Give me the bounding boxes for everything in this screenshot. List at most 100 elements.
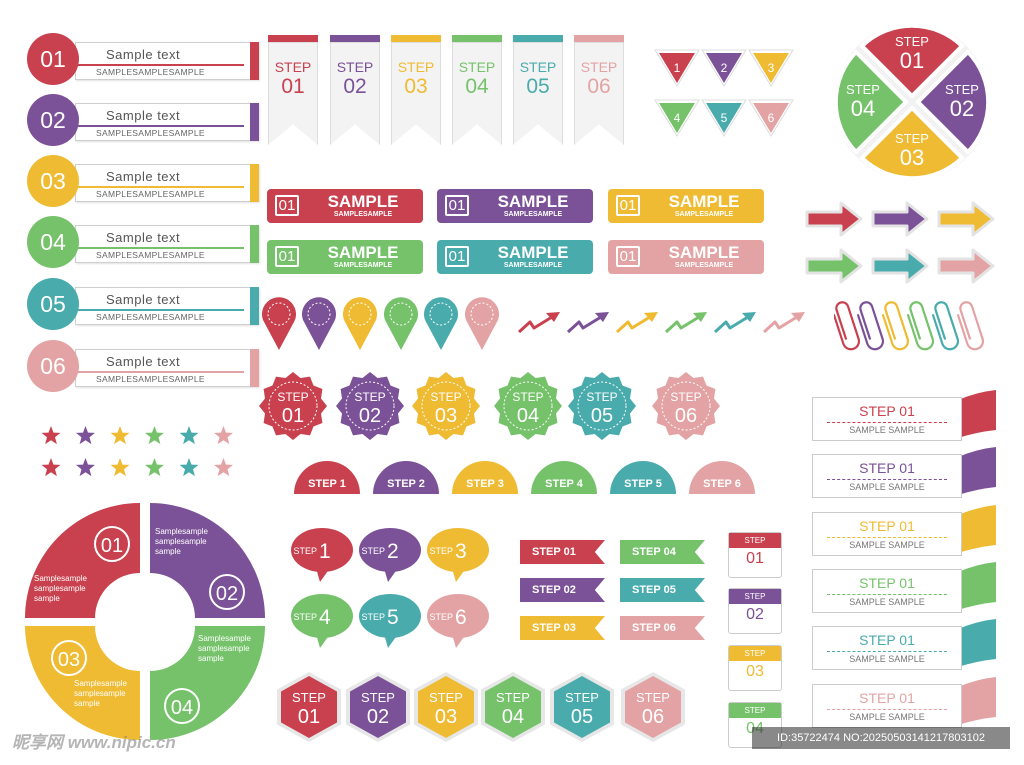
speech-bubble: STEP 5 bbox=[359, 594, 421, 648]
hex-number: 05 bbox=[570, 706, 594, 728]
ring-segment-04: 04 Samplesample samplesample sample bbox=[150, 626, 265, 740]
speech-bubble: STEP 3 bbox=[427, 528, 489, 582]
sample-bar: 01 SAMPLE SAMPLESAMPLE bbox=[608, 189, 764, 223]
triangle-set: 1 2 3 4 5 6 bbox=[654, 49, 794, 137]
bookmark: STEP 03 bbox=[391, 35, 441, 147]
calendar-tab-top: STEP bbox=[729, 589, 781, 604]
pie-number: 01 bbox=[900, 48, 924, 73]
pie-step-label: STEP bbox=[846, 82, 880, 97]
card-flag bbox=[958, 505, 996, 553]
badge-number: 02 bbox=[359, 405, 381, 427]
card-subtitle: SAMPLE SAMPLE bbox=[849, 482, 925, 492]
calendar-tab: STEP 02 bbox=[728, 588, 782, 634]
card-flag bbox=[958, 390, 996, 438]
ring-segment-03: 03 Samplesample samplesample sample bbox=[25, 626, 140, 740]
ring-text: Samplesample samplesample sample bbox=[198, 634, 251, 663]
card-title: STEP 01 bbox=[859, 690, 915, 706]
calendar-tab-top: STEP bbox=[729, 646, 781, 661]
triangle-badge: 1 bbox=[654, 49, 700, 87]
badge-step-label: STEP bbox=[354, 390, 385, 404]
hexagon-badge: STEP 05 bbox=[550, 672, 614, 742]
hex-number: 04 bbox=[501, 706, 525, 728]
item-title: Sample text bbox=[106, 169, 181, 184]
star-icon bbox=[145, 458, 164, 477]
hexagon-badge: STEP 03 bbox=[414, 672, 478, 742]
bubble-number: 6 bbox=[455, 606, 467, 629]
color-tab bbox=[250, 164, 259, 202]
bookmark-number: 06 bbox=[587, 75, 611, 98]
map-pin-set bbox=[262, 297, 499, 350]
ribbon-flag: STEP 01 bbox=[520, 540, 605, 564]
calendar-tab-number: 03 bbox=[746, 663, 764, 680]
arrow-right-icon bbox=[871, 248, 929, 284]
number-circle: 01 bbox=[27, 33, 79, 85]
list-item: Sample text SAMPLESAMPLESAMPLE 04 bbox=[27, 216, 259, 268]
bar-title: SAMPLE bbox=[327, 192, 399, 211]
hexagon-badge: STEP 02 bbox=[346, 672, 410, 742]
list-item: Sample text SAMPLESAMPLESAMPLE 05 bbox=[27, 278, 259, 330]
dome-label: STEP 3 bbox=[452, 461, 518, 494]
badge-number: 01 bbox=[282, 405, 304, 427]
bar-number: 01 bbox=[275, 195, 299, 216]
number-circle: 06 bbox=[27, 340, 79, 392]
sample-bar: 01 SAMPLE SAMPLESAMPLE bbox=[437, 240, 593, 274]
bookmark-top-bar bbox=[391, 35, 441, 42]
speech-bubble: STEP 2 bbox=[359, 528, 421, 582]
list-item: Sample text SAMPLESAMPLESAMPLE 06 bbox=[27, 340, 259, 392]
zigzag-arrow-set bbox=[517, 312, 805, 334]
item-title: Sample text bbox=[106, 292, 181, 307]
divider bbox=[76, 247, 244, 249]
paperclip-icon bbox=[956, 301, 984, 351]
hex-number: 03 bbox=[434, 706, 458, 728]
bubble-step-label: STEP bbox=[361, 612, 385, 622]
dome-label: STEP 5 bbox=[610, 461, 676, 494]
step-card: STEP 01 SAMPLE SAMPLE bbox=[812, 512, 962, 556]
bar-title: SAMPLE bbox=[497, 243, 569, 262]
badge-step-label: STEP bbox=[277, 390, 308, 404]
badge-number: 06 bbox=[675, 405, 697, 427]
list-card: Sample text SAMPLESAMPLESAMPLE bbox=[75, 349, 259, 387]
hex-number: 06 bbox=[641, 706, 665, 728]
map-pin-icon bbox=[424, 297, 458, 350]
speech-bubble: STEP 4 bbox=[291, 594, 353, 648]
paperclip-icon bbox=[931, 301, 960, 351]
list-card: Sample text SAMPLESAMPLESAMPLE bbox=[75, 287, 259, 325]
bubble-number: 3 bbox=[455, 540, 467, 563]
calendar-tab: STEP 04 bbox=[728, 702, 782, 748]
arrow-right-icon bbox=[805, 201, 863, 237]
item-title: Sample text bbox=[106, 230, 181, 245]
list-item: Sample text SAMPLESAMPLESAMPLE 02 bbox=[27, 94, 259, 146]
list-card: Sample text SAMPLESAMPLESAMPLE bbox=[75, 103, 259, 141]
zigzag-arrow-icon bbox=[517, 312, 560, 334]
triangle-number: 6 bbox=[768, 111, 775, 125]
triangle-number: 3 bbox=[768, 61, 775, 75]
item-subtitle: SAMPLESAMPLESAMPLE bbox=[96, 67, 205, 77]
calendar-tab-top: STEP bbox=[729, 703, 781, 718]
card-flag bbox=[958, 619, 996, 667]
bookmark-number: 03 bbox=[404, 75, 428, 98]
card-divider bbox=[827, 479, 947, 480]
card-divider bbox=[827, 651, 947, 652]
calendar-tab-number: 02 bbox=[746, 606, 764, 623]
card-flag bbox=[958, 562, 996, 610]
dome-label: STEP 2 bbox=[373, 461, 439, 494]
calendar-tab-number: 01 bbox=[746, 550, 764, 567]
ribbon-flag: STEP 05 bbox=[620, 578, 705, 602]
map-pin-icon bbox=[302, 297, 336, 350]
step-card: STEP 01 SAMPLE SAMPLE bbox=[812, 454, 962, 498]
badge-number: 05 bbox=[591, 405, 613, 427]
item-title: Sample text bbox=[106, 108, 181, 123]
color-tab bbox=[250, 225, 259, 263]
bookmark-step-label: STEP bbox=[458, 59, 496, 75]
star-icon bbox=[76, 458, 95, 477]
hexagon-badge: STEP 01 bbox=[277, 672, 341, 742]
arrow-right-icon bbox=[937, 201, 995, 237]
bar-title: SAMPLE bbox=[668, 192, 740, 211]
badge-step-label: STEP bbox=[512, 390, 543, 404]
bar-number: 01 bbox=[445, 195, 469, 216]
